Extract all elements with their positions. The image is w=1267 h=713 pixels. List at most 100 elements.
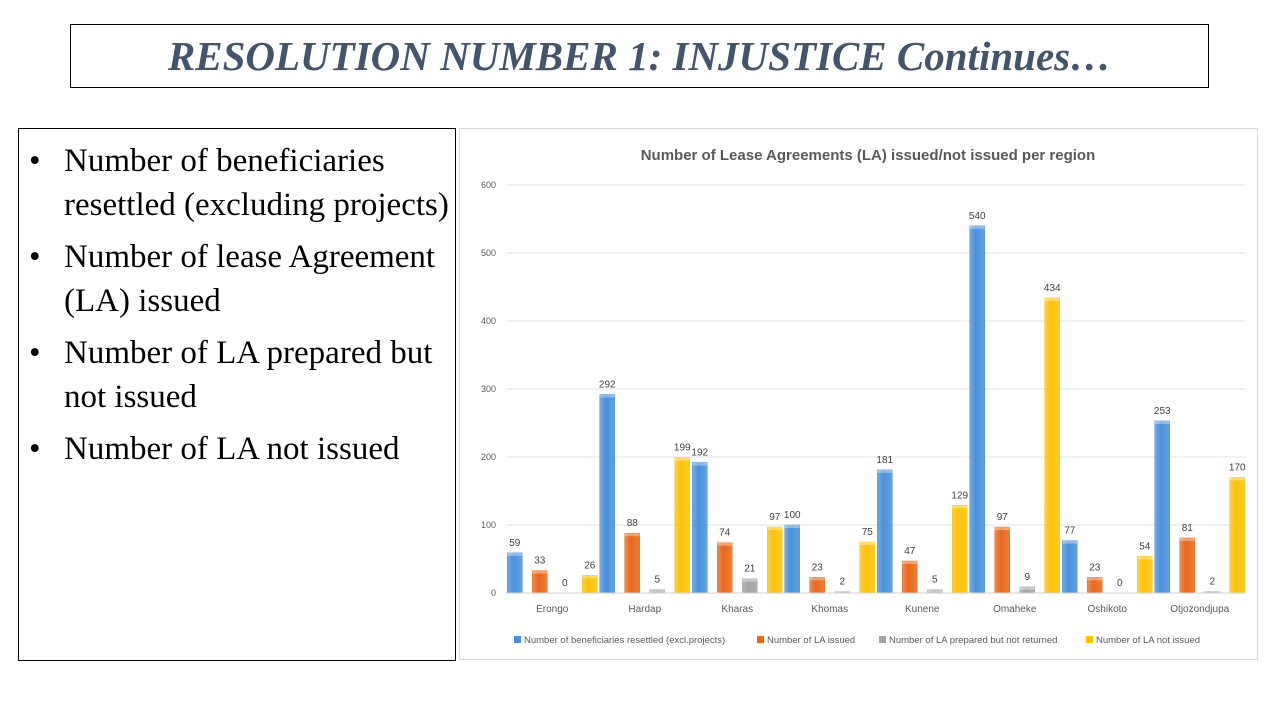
y-tick-label: 200 <box>481 452 496 462</box>
bar <box>969 225 985 594</box>
x-tick-label: Hardap <box>628 604 661 615</box>
x-tick-label: Khomas <box>811 604 848 615</box>
bar-top-highlight <box>877 469 893 473</box>
bullet-list: • Number of beneficiaries resettled (excl… <box>19 129 455 471</box>
bar <box>1154 420 1170 594</box>
x-tick-label: Otjozondjupa <box>1170 604 1229 615</box>
chart-grid <box>506 184 1246 594</box>
data-label: 33 <box>534 556 546 567</box>
bullet-marker: • <box>29 239 41 275</box>
y-tick-label: 400 <box>481 316 496 326</box>
bar-top-highlight <box>902 561 918 565</box>
x-tick-label: Kharas <box>721 604 753 615</box>
data-label: 129 <box>951 490 968 501</box>
bar-top-highlight <box>532 570 548 574</box>
bullet-item: • Number of lease Agreement (LA) issued <box>29 235 455 323</box>
bullet-marker: • <box>29 431 41 467</box>
x-tick-label: Oshikoto <box>1088 604 1128 615</box>
bar <box>784 524 800 594</box>
bar <box>767 526 783 594</box>
bar <box>507 552 523 594</box>
legend-label: Number of beneficiaries resettled (excl.… <box>524 635 725 646</box>
data-label: 97 <box>769 512 781 523</box>
data-label: 2 <box>839 577 845 588</box>
data-label: 0 <box>1117 578 1123 589</box>
bullet-text: Number of LA not issued <box>64 431 400 467</box>
bullet-text: Number of LA prepared but not issued <box>64 335 433 415</box>
bullet-item: • Number of LA prepared but not issued <box>29 331 455 419</box>
bar <box>902 560 918 594</box>
legend-swatch <box>757 636 764 643</box>
bar-top-highlight <box>1087 577 1103 581</box>
bar <box>692 462 708 594</box>
data-label: 59 <box>509 538 521 549</box>
bar-top-highlight <box>1204 591 1220 593</box>
data-label: 434 <box>1044 283 1061 294</box>
data-label: 47 <box>904 546 916 557</box>
y-tick-label: 600 <box>481 180 496 190</box>
y-tick-label: 100 <box>481 520 496 530</box>
data-label: 192 <box>691 447 708 458</box>
bar-top-highlight <box>784 525 800 528</box>
bar-top-highlight <box>927 589 943 593</box>
bar-top-highlight <box>674 457 690 461</box>
bar-top-highlight <box>859 542 875 545</box>
chart-legend: Number of beneficiaries resettled (excl.… <box>514 635 1200 646</box>
bar <box>1229 477 1245 594</box>
bar <box>532 570 548 594</box>
data-label: 88 <box>627 518 639 529</box>
bar-top-highlight <box>767 527 783 531</box>
bar-top-highlight <box>742 578 758 582</box>
data-label: 0 <box>562 578 568 589</box>
data-label: 199 <box>674 443 691 454</box>
data-label: 292 <box>599 379 616 390</box>
data-label: 21 <box>744 564 756 575</box>
data-label: 23 <box>1089 562 1101 573</box>
data-label: 540 <box>969 211 986 222</box>
legend-label: Number of LA prepared but not returned <box>889 635 1057 646</box>
bar-top-highlight <box>1062 540 1078 544</box>
data-label: 77 <box>1064 526 1076 537</box>
bar <box>994 526 1010 594</box>
bar <box>1062 540 1078 594</box>
x-tick-label: Erongo <box>536 604 569 615</box>
legend-label: Number of LA issued <box>767 635 855 646</box>
bar-top-highlight <box>1019 586 1035 590</box>
bar-top-highlight <box>1229 477 1245 481</box>
x-tick-label: Kunene <box>905 604 940 615</box>
bar-top-highlight <box>599 394 615 398</box>
title-box: RESOLUTION NUMBER 1: INJUSTICE Continues… <box>70 24 1209 88</box>
bar-top-highlight <box>952 505 968 509</box>
bar-top-highlight <box>1044 297 1060 301</box>
data-label: 9 <box>1024 572 1030 583</box>
data-label: 100 <box>784 510 801 521</box>
bar <box>599 394 615 594</box>
bar-top-highlight <box>969 225 985 229</box>
bullet-text: Number of beneficiaries resettled (exclu… <box>64 143 449 223</box>
data-label: 75 <box>862 527 874 538</box>
bar-top-highlight <box>624 533 640 537</box>
legend-swatch <box>879 636 886 643</box>
y-tick-label: 0 <box>491 588 496 598</box>
bar-top-highlight <box>507 552 523 556</box>
data-label: 23 <box>812 562 824 573</box>
bar <box>1179 537 1195 594</box>
legend-swatch <box>1086 636 1093 643</box>
bar <box>952 505 968 594</box>
bar-top-highlight <box>717 542 733 546</box>
y-tick-label: 300 <box>481 384 496 394</box>
bullet-text: Number of lease Agreement (LA) issued <box>64 239 436 319</box>
bullet-marker: • <box>29 143 41 179</box>
bar <box>624 532 640 594</box>
data-label: 181 <box>876 455 893 466</box>
bar-top-highlight <box>1137 556 1153 560</box>
x-tick-label: Omaheke <box>993 604 1037 615</box>
chart-title: Number of Lease Agreements (LA) issued/n… <box>641 147 1096 164</box>
bar-top-highlight <box>1154 420 1170 424</box>
data-label: 81 <box>1182 523 1194 534</box>
bar-top-highlight <box>809 577 825 581</box>
x-axis: Erongo Hardap Kharas Khomas Kunene Omaheke Osh… <box>506 592 1246 615</box>
y-tick-label: 500 <box>481 248 496 258</box>
chart-panel: Number of Lease Agreements (LA) issued/n… <box>459 128 1258 660</box>
